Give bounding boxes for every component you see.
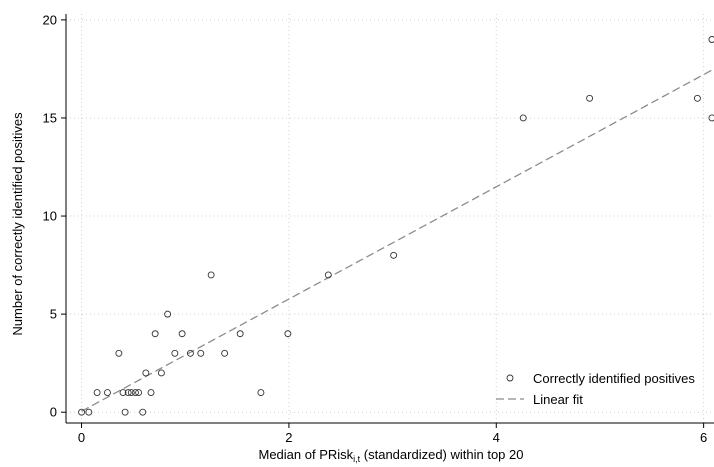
data-point (135, 389, 143, 397)
x-tick-label: 4 (493, 430, 500, 445)
legend-label-points: Correctly identified positives (533, 371, 695, 386)
axes: 0 2 4 6 0 5 10 15 20 (43, 12, 714, 445)
y-tick-label: 20 (43, 12, 57, 27)
data-point (284, 330, 292, 338)
y-tick-label: 15 (43, 110, 57, 125)
x-tick-label: 0 (78, 430, 85, 445)
data-point (693, 94, 701, 102)
data-point (171, 349, 179, 357)
x-axis-title: Median of PRiski,t (standardized) within… (259, 447, 524, 464)
data-point (164, 310, 172, 318)
data-point (207, 271, 215, 279)
y-axis-title: Number of correctly identified positives (10, 112, 25, 336)
data-point (157, 369, 165, 377)
x-tick-label: 6 (700, 430, 707, 445)
x-axis-title-rest: (standardized) within top 20 (360, 447, 523, 462)
data-point (119, 389, 127, 397)
y-tick-label: 5 (50, 307, 57, 322)
data-point (257, 389, 265, 397)
data-point (186, 349, 194, 357)
x-axis-title-main: Median of PRisk (259, 447, 354, 462)
data-point (221, 349, 229, 357)
data-point (132, 389, 139, 397)
y-tick-label: 10 (43, 209, 57, 224)
data-point (708, 36, 714, 43)
data-point (390, 251, 398, 259)
data-point (139, 408, 147, 416)
data-point (178, 330, 186, 338)
data-point (78, 408, 86, 416)
data-point (197, 349, 205, 357)
x-axis-title-subscript: i,t (353, 454, 361, 464)
x-tick-label: 2 (285, 430, 292, 445)
legend-label-fit: Linear fit (533, 392, 583, 407)
legend: Correctly identified positives Linear fi… (496, 371, 695, 407)
data-point (236, 330, 244, 338)
data-point (85, 408, 93, 416)
data-point (121, 408, 129, 416)
data-point (93, 389, 101, 397)
points-layer (78, 36, 714, 416)
legend-marker-points (506, 374, 514, 382)
data-point (586, 94, 594, 102)
data-point (147, 389, 155, 397)
data-point (519, 114, 527, 122)
data-point (142, 369, 150, 377)
data-point (708, 114, 714, 122)
data-point (127, 389, 135, 397)
fit-line-layer (81, 68, 714, 412)
data-point (151, 330, 159, 338)
grid-lines (66, 14, 714, 423)
data-point (124, 389, 132, 397)
data-point (104, 389, 111, 397)
data-point (324, 271, 332, 279)
linear-fit-line (81, 68, 714, 412)
y-tick-label: 0 (50, 405, 57, 420)
data-point (115, 349, 123, 357)
